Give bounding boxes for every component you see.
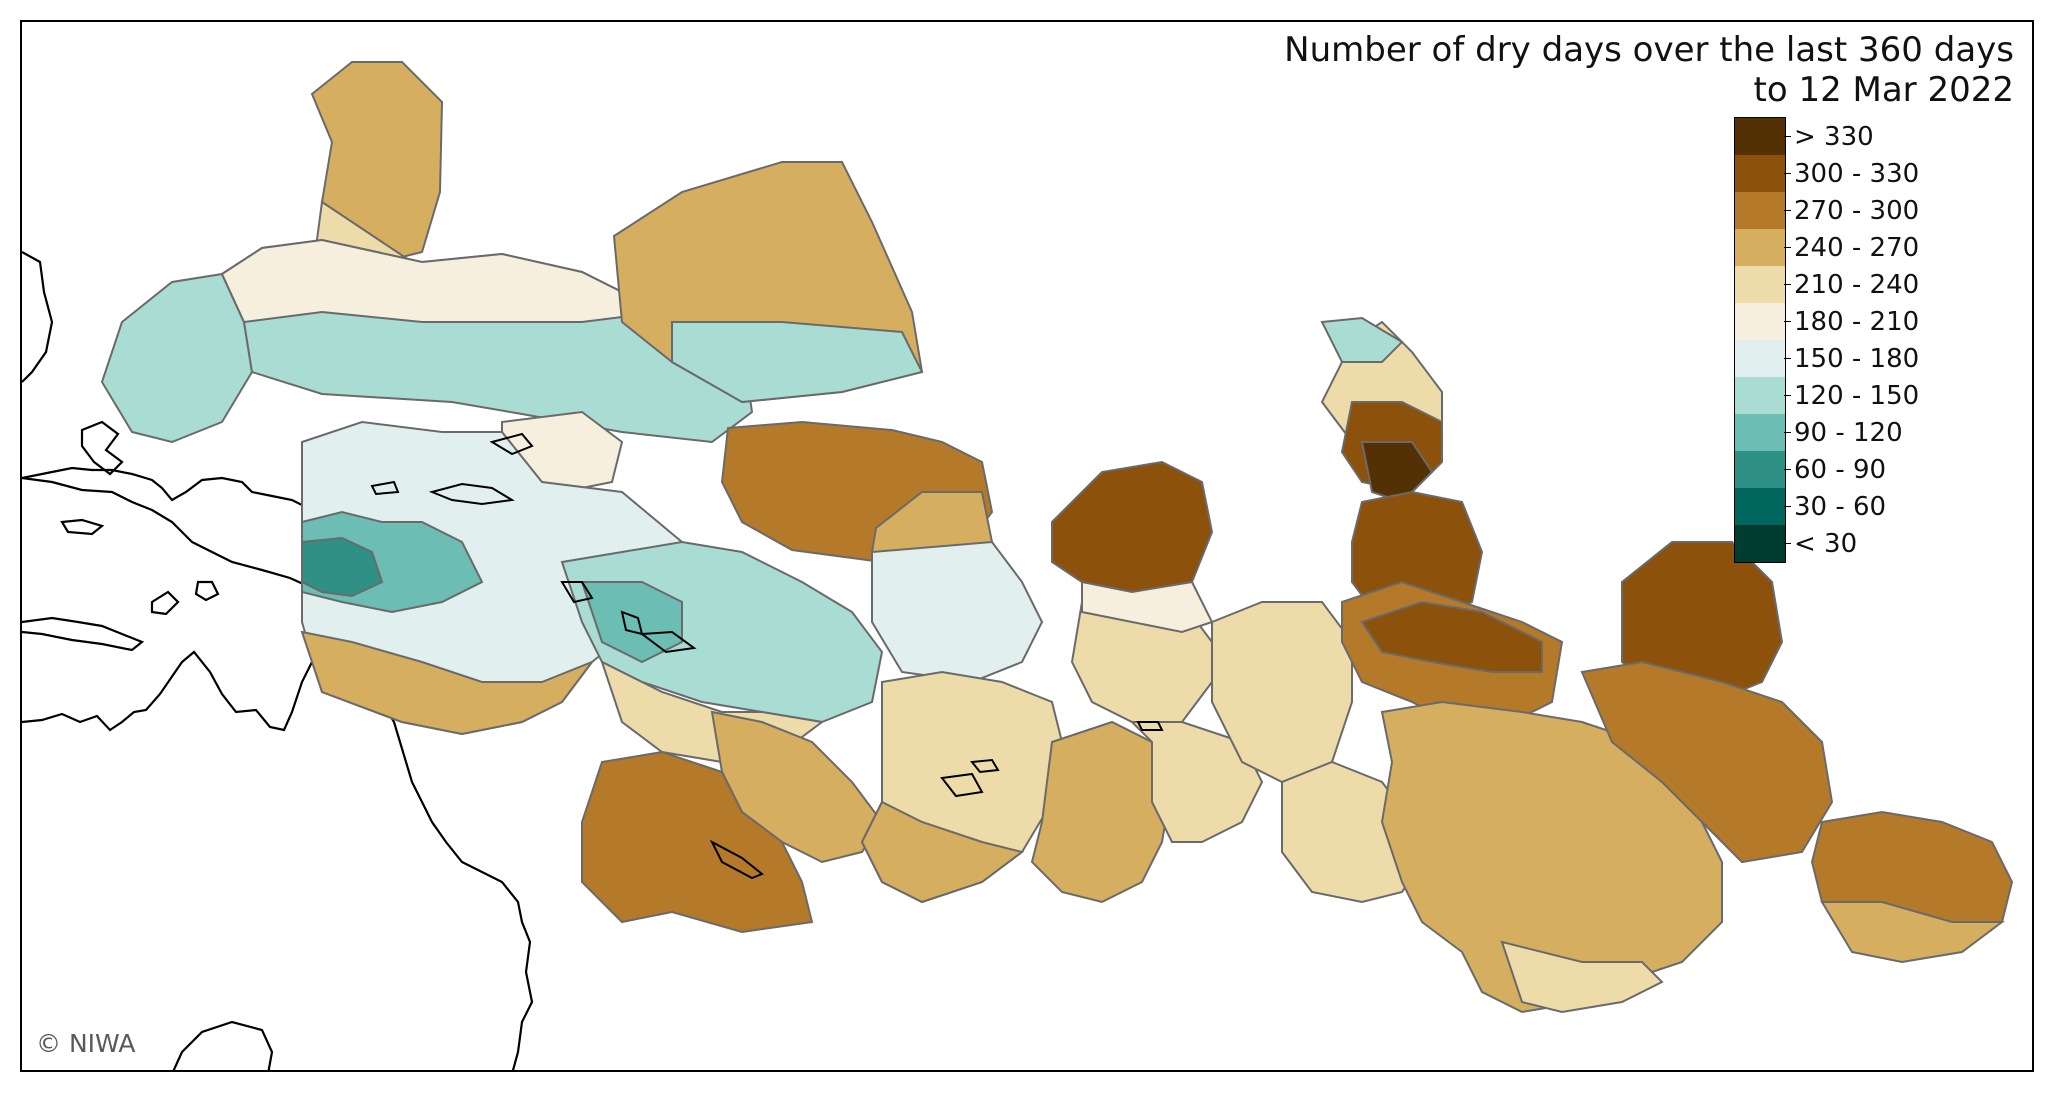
island-malaita xyxy=(620,610,644,636)
legend-tick xyxy=(1784,135,1791,137)
region-tuvalu-central xyxy=(871,540,1044,684)
regional-polygons xyxy=(100,61,2014,1014)
region-samoa-south xyxy=(1129,721,1264,843)
region-cook-islands-south-tail xyxy=(1500,940,1664,1014)
legend-label: 120 - 150 xyxy=(1794,380,1920,411)
legend-tick xyxy=(1784,468,1791,470)
legend-label: 300 - 330 xyxy=(1794,158,1920,189)
region-marshall-islands-south xyxy=(671,321,924,404)
region-phoenix-islands-south xyxy=(1081,580,1214,634)
legend-label: 240 - 270 xyxy=(1794,232,1920,263)
island-bali-south xyxy=(370,480,400,496)
region-french-polynesia xyxy=(1580,660,1834,864)
region-tonga-wallis xyxy=(1030,720,1174,904)
legend-swatch xyxy=(1735,340,1785,377)
legend-tick xyxy=(1784,394,1791,396)
island-outlines xyxy=(370,432,1164,880)
legend-tick xyxy=(1784,209,1791,211)
island-guadalcanal xyxy=(639,630,697,654)
legend-label: > 330 xyxy=(1794,121,1874,152)
legend-swatch xyxy=(1735,303,1785,340)
tasmania-north-coastline xyxy=(172,1020,274,1070)
legend-tick xyxy=(1784,246,1791,248)
legend-label: 60 - 90 xyxy=(1794,454,1887,485)
region-marianas xyxy=(310,61,444,264)
island-viti-levu xyxy=(940,772,984,798)
region-western-micronesia xyxy=(100,272,254,444)
island-new-ireland xyxy=(489,432,534,456)
island-new-britain xyxy=(428,482,515,506)
legend-swatch xyxy=(1735,229,1785,266)
legend-colorbar xyxy=(1734,117,1786,563)
legend-label: 270 - 300 xyxy=(1794,195,1920,226)
legend-label: 210 - 240 xyxy=(1794,269,1920,300)
region-line-islands-north-deep xyxy=(1360,441,1434,504)
legend-tick xyxy=(1784,283,1791,285)
island-samoa-main xyxy=(1136,721,1164,731)
legend-swatch xyxy=(1735,525,1785,562)
legend-swatch xyxy=(1735,451,1785,488)
legend-label: 150 - 180 xyxy=(1794,343,1920,374)
map-frame: Number of dry days over the last 360 day… xyxy=(20,20,2034,1072)
region-new-caledonia xyxy=(581,750,814,934)
legend-swatch xyxy=(1735,155,1785,192)
map-title: Number of dry days over the last 360 day… xyxy=(1284,30,2014,110)
island-coastline-a xyxy=(60,518,105,536)
legend-label: < 30 xyxy=(1794,528,1858,559)
legend-tick xyxy=(1784,542,1791,544)
legend-swatch xyxy=(1735,266,1785,303)
island-coastline-c xyxy=(194,580,220,602)
legend-tick xyxy=(1784,172,1791,174)
sulawesi-coastline xyxy=(80,420,124,476)
legend-swatch xyxy=(1735,118,1785,155)
region-niue xyxy=(1211,601,1353,784)
map-canvas xyxy=(22,61,2014,1070)
legend-tick xyxy=(1784,320,1791,322)
region-line-islands-north-top xyxy=(1320,316,1404,363)
region-papua-new-guinea-deep xyxy=(301,536,384,598)
region-papua-new-guinea-south xyxy=(300,630,595,736)
island-vanua-levu xyxy=(970,758,1000,774)
region-cook-islands-north-core xyxy=(1360,600,1543,673)
legend-label: 30 - 60 xyxy=(1794,491,1887,522)
legend-tick xyxy=(1784,357,1791,359)
island-new-caledonia-main xyxy=(709,839,764,880)
legend-swatch xyxy=(1735,377,1785,414)
island-coastline-b xyxy=(150,590,180,616)
legend-tick xyxy=(1784,431,1791,433)
title-line-1: Number of dry days over the last 360 day… xyxy=(1284,30,2014,70)
legend-swatch xyxy=(1735,192,1785,229)
credit-text: © NIWA xyxy=(36,1029,136,1058)
region-solomon-islands-core xyxy=(580,581,683,664)
region-central-micronesia-north xyxy=(220,238,666,324)
borneo-coastline xyxy=(22,251,54,383)
legend-label: 180 - 210 xyxy=(1794,306,1920,337)
legend-label: 90 - 120 xyxy=(1794,417,1903,448)
region-phoenix-islands xyxy=(1051,460,1214,594)
legend-swatch xyxy=(1735,414,1785,451)
timor-coastline xyxy=(22,616,145,652)
region-fiji-south xyxy=(860,800,1025,904)
legend-swatch xyxy=(1735,488,1785,525)
region-pitcairn-south xyxy=(1820,901,2005,964)
title-line-2: to 12 Mar 2022 xyxy=(1753,70,2015,110)
legend-tick xyxy=(1784,505,1791,507)
island-bougainville xyxy=(560,581,594,604)
